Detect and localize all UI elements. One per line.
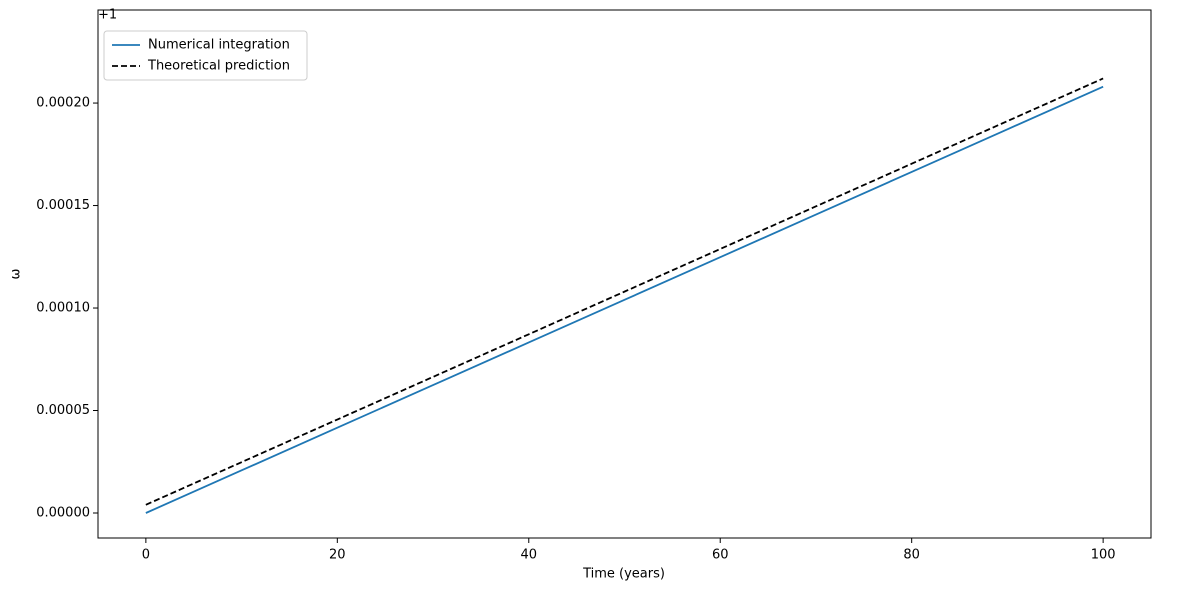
x-tick-label: 100 [1091, 548, 1116, 563]
y-tick-label: 0.00005 [36, 403, 90, 418]
x-tick-label: 20 [329, 548, 346, 563]
series-line [145, 85, 1104, 514]
x-tick-label: 0 [142, 548, 150, 563]
legend-box [103, 30, 308, 81]
y-tick-label: 0.00000 [36, 505, 90, 520]
series-line [145, 77, 1104, 506]
x-tick-label: 40 [520, 548, 537, 563]
y-tick-label: 0.00015 [36, 198, 90, 213]
x-tick-label: 80 [903, 548, 920, 563]
x-axis-label: Time (years) [582, 567, 665, 582]
plot-frame [97, 9, 1152, 539]
x-tick-label: 60 [712, 548, 729, 563]
y-tick-label: 0.00020 [36, 96, 90, 111]
y-axis-label: ω [9, 269, 24, 280]
legend-label: Numerical integration [148, 38, 290, 53]
y-offset-label: +1 [98, 8, 117, 23]
y-tick-label: 0.00010 [36, 301, 90, 316]
legend-label: Theoretical prediction [147, 59, 290, 74]
